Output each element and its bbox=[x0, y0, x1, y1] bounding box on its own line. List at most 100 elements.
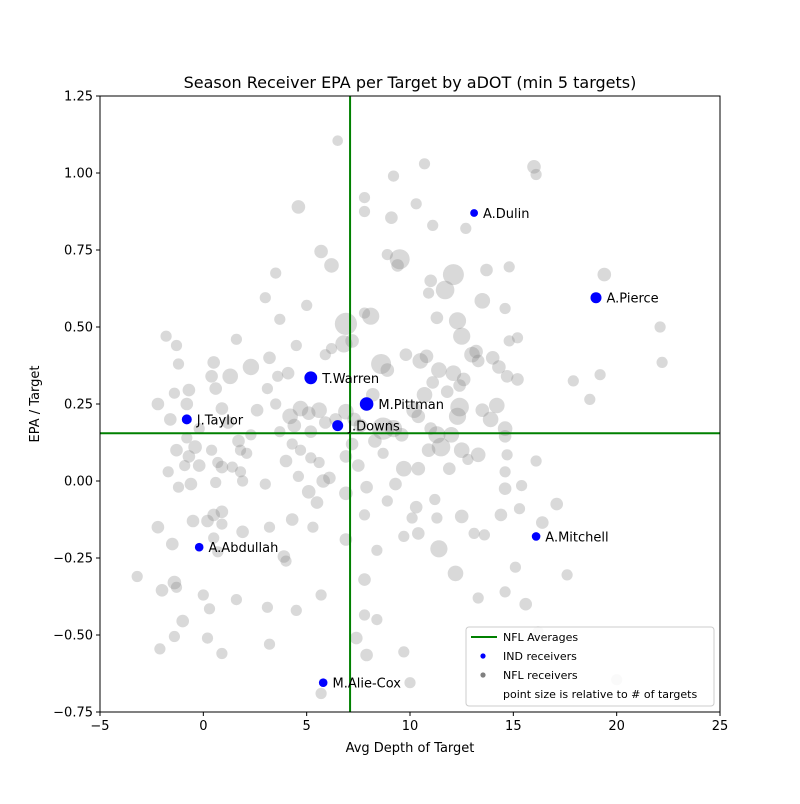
nfl-receiver-point bbox=[216, 518, 228, 530]
ind-receiver-point bbox=[181, 414, 192, 425]
nfl-receiver-point bbox=[519, 597, 532, 611]
nfl-receiver-point bbox=[453, 442, 470, 459]
nfl-receiver-point bbox=[279, 454, 293, 468]
nfl-receiver-point bbox=[513, 503, 526, 515]
nfl-receiver-point bbox=[168, 387, 180, 399]
nfl-receiver-point bbox=[345, 334, 359, 348]
nfl-receiver-point bbox=[164, 413, 177, 426]
legend-marker-nfl bbox=[480, 672, 486, 678]
nfl-receiver-point bbox=[431, 362, 447, 378]
nfl-receiver-point bbox=[315, 687, 327, 700]
nfl-receiver-point bbox=[472, 592, 484, 604]
nfl-receiver-point bbox=[180, 397, 194, 411]
nfl-receiver-point bbox=[371, 354, 392, 374]
nfl-receiver-point bbox=[272, 370, 284, 382]
nfl-receiver-point bbox=[179, 460, 191, 472]
nfl-receiver-point bbox=[176, 614, 189, 628]
nfl-receiver-point bbox=[431, 512, 443, 524]
nfl-receiver-point bbox=[499, 586, 511, 598]
nfl-receiver-point bbox=[567, 375, 579, 387]
nfl-receiver-point bbox=[371, 544, 383, 556]
nfl-receiver-point bbox=[462, 453, 474, 465]
nfl-receiver-point bbox=[453, 327, 471, 345]
nfl-receiver-point bbox=[207, 508, 220, 522]
nfl-receiver-point bbox=[335, 335, 353, 353]
legend-label-nfl-averages: NFL Averages bbox=[503, 631, 578, 644]
nfl-receiver-point bbox=[245, 429, 257, 441]
x-tick-label: 15 bbox=[505, 719, 522, 734]
nfl-receiver-point bbox=[584, 393, 596, 405]
legend-label-ind: IND receivers bbox=[503, 650, 577, 663]
nfl-receiver-point bbox=[207, 356, 220, 369]
nfl-receiver-point bbox=[377, 447, 389, 459]
nfl-receiver-point bbox=[530, 168, 542, 181]
nfl-receiver-point bbox=[480, 263, 493, 277]
ind-receiver-label: J.Downs bbox=[347, 420, 400, 435]
nfl-receiver-point bbox=[485, 351, 500, 365]
nfl-receiver-point bbox=[274, 313, 286, 325]
nfl-receiver-point bbox=[197, 589, 209, 601]
nfl-receiver-point bbox=[396, 460, 412, 477]
nfl-receiver-point bbox=[447, 565, 464, 582]
nfl-receiver-point bbox=[527, 160, 541, 174]
x-tick-label: 0 bbox=[199, 719, 207, 734]
nfl-receiver-point bbox=[193, 423, 205, 435]
y-tick-label: 1.00 bbox=[64, 167, 93, 182]
nfl-receiver-point bbox=[450, 397, 469, 417]
nfl-receiver-point bbox=[203, 603, 216, 615]
y-tick-label: −0.75 bbox=[53, 706, 93, 721]
nfl-receiver-point bbox=[389, 249, 410, 270]
nfl-receiver-point bbox=[443, 427, 460, 443]
nfl-receiver-point bbox=[182, 383, 196, 397]
nfl-receiver-point bbox=[319, 416, 332, 429]
nfl-receiver-point bbox=[301, 485, 316, 499]
nfl-receiver-point bbox=[427, 219, 439, 231]
nfl-receiver-point bbox=[597, 267, 612, 282]
nfl-receiver-point bbox=[277, 550, 291, 563]
nfl-receiver-point bbox=[482, 411, 499, 428]
ind-receiver-point bbox=[194, 542, 204, 552]
nfl-receiver-point bbox=[412, 527, 425, 540]
nfl-receiver-point bbox=[206, 444, 218, 456]
nfl-receiver-point bbox=[428, 426, 446, 444]
nfl-receiver-point bbox=[411, 461, 426, 476]
nfl-receiver-point bbox=[310, 496, 324, 509]
nfl-receiver-point bbox=[492, 360, 506, 374]
nfl-receiver-point bbox=[259, 478, 271, 490]
nfl-receiver-point bbox=[259, 292, 271, 304]
nfl-receiver-point bbox=[285, 513, 299, 526]
nfl-receiver-point bbox=[301, 406, 316, 421]
nfl-receiver-point bbox=[345, 437, 359, 451]
nfl-receiver-point bbox=[424, 274, 438, 288]
y-tick-label: 0.00 bbox=[64, 475, 93, 490]
chart-title: Season Receiver EPA per Target by aDOT (… bbox=[184, 73, 637, 92]
nfl-receiver-point bbox=[656, 356, 668, 368]
nfl-receiver-point bbox=[242, 358, 260, 376]
nfl-receiver-point bbox=[172, 481, 185, 493]
x-axis-label: Avg Depth of Target bbox=[346, 741, 475, 756]
nfl-receiver-point bbox=[391, 259, 404, 272]
nfl-receiver-point bbox=[471, 354, 485, 368]
nfl-receiver-point bbox=[406, 512, 418, 524]
nfl-receiver-point bbox=[404, 677, 416, 689]
nfl-receiver-point bbox=[292, 400, 309, 417]
nfl-receiver-point bbox=[445, 365, 462, 382]
nfl-receiver-point bbox=[280, 555, 292, 567]
nfl-receiver-point bbox=[166, 537, 179, 551]
nfl-receiver-point bbox=[381, 249, 393, 261]
nfl-receiver-point bbox=[234, 444, 247, 456]
nfl-receiver-point bbox=[154, 643, 166, 655]
nfl-receiver-point bbox=[315, 589, 327, 601]
nfl-receiver-point bbox=[424, 422, 438, 435]
nfl-receiver-point bbox=[448, 312, 467, 330]
nfl-receiver-point bbox=[170, 443, 183, 457]
nfl-points-layer bbox=[131, 135, 668, 700]
nfl-receiver-point bbox=[292, 470, 304, 482]
y-axis-label: EPA / Target bbox=[28, 366, 43, 443]
nfl-receiver-point bbox=[182, 450, 196, 463]
nfl-receiver-point bbox=[358, 307, 371, 319]
nfl-receiver-point bbox=[423, 287, 435, 299]
nfl-receiver-point bbox=[443, 462, 456, 476]
ind-receiver-label: A.Abdullah bbox=[209, 541, 279, 556]
